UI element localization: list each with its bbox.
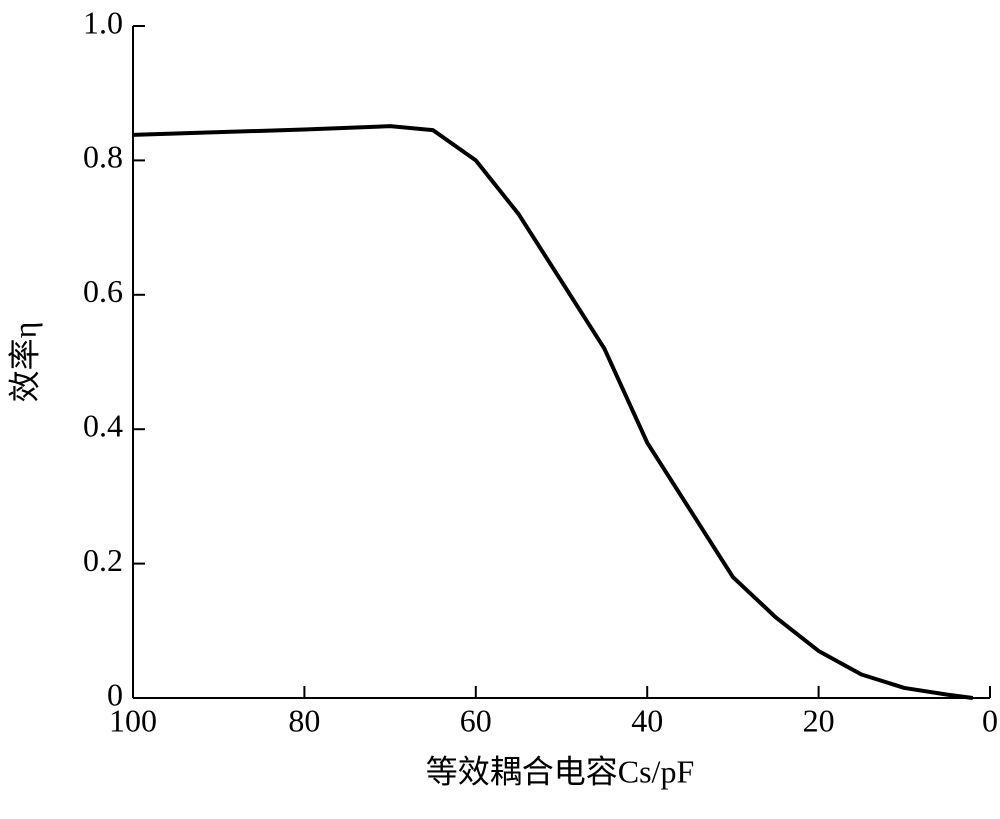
y-tick-label: 0.2 xyxy=(83,542,123,578)
y-tick-label: 0.8 xyxy=(83,139,123,175)
x-tick-label: 40 xyxy=(631,702,663,738)
y-tick-label: 0 xyxy=(107,676,123,712)
x-tick-label: 20 xyxy=(803,702,835,738)
x-tick-label: 100 xyxy=(109,702,157,738)
y-tick-label: 1.0 xyxy=(83,4,123,40)
x-tick-label: 60 xyxy=(460,702,492,738)
y-tick-label: 0.6 xyxy=(83,273,123,309)
y-axis-label: 效率η xyxy=(6,322,42,403)
y-tick-label: 0.4 xyxy=(83,408,123,444)
x-axis-label: 等效耦合电容Cs/pF xyxy=(426,753,695,789)
data-line xyxy=(132,124,974,700)
x-tick-label: 0 xyxy=(982,702,998,738)
x-tick-label: 80 xyxy=(288,702,320,738)
